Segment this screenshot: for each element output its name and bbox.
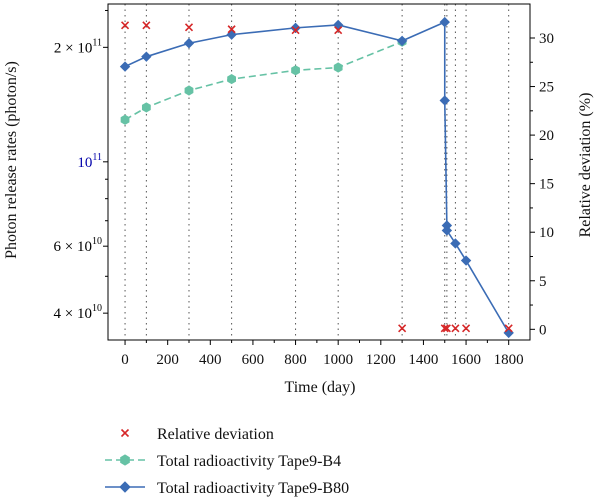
data-point-tape9-b80 — [460, 255, 472, 266]
y-axis-label-left: Photon release rates (photon/s) — [3, 61, 20, 259]
x-tick-label: 1400 — [408, 352, 438, 368]
data-point-relative-deviation — [451, 324, 460, 333]
legend-entry-relative-deviation: Relative deviation — [120, 426, 274, 443]
data-point-tape9-b80 — [396, 35, 408, 47]
data-point-relative-deviation — [442, 324, 451, 333]
y-left-tick-label: 4 × 1010 — [54, 303, 102, 322]
x-tick-label: 600 — [242, 352, 265, 368]
x-tick-label: 0 — [121, 352, 129, 368]
y-left-tick-label: 1011 — [77, 152, 102, 171]
x-tick-label: 400 — [199, 352, 222, 368]
y-right-tick-label: 5 — [539, 274, 547, 290]
y-left-tick-label: 2 × 1011 — [54, 37, 102, 56]
y-axis-label-right: Relative deviation (%) — [577, 93, 594, 238]
y-right-tick-label: 10 — [539, 225, 554, 241]
legend-x-marker — [120, 428, 130, 438]
legend-line-solid-diamond — [105, 481, 145, 493]
data-point-tape9-b80 — [183, 38, 195, 49]
y-right-tick-label: 20 — [539, 128, 554, 144]
x-tick-label: 1200 — [366, 352, 396, 368]
x-tick-label: 1800 — [494, 352, 524, 368]
data-point-relative-deviation — [184, 23, 194, 32]
legend-entry-tape9-b4: Total radioactivity Tape9-B4 — [105, 453, 341, 470]
data-point-tape9-b80 — [141, 51, 152, 62]
data-point-tape9-b80 — [441, 225, 453, 236]
x-tick-label: 800 — [284, 352, 307, 368]
data-point-relative-deviation — [334, 26, 343, 35]
data-point-relative-deviation — [440, 324, 449, 333]
data-point-relative-deviation — [291, 26, 300, 35]
legend-label: Relative deviation — [157, 426, 274, 443]
legend-line-dashed-hexagon — [105, 454, 145, 466]
y-right-tick-label: 30 — [539, 31, 554, 47]
plot-area — [119, 4, 514, 340]
legend-diamond-marker — [119, 481, 131, 493]
data-point-tape9-b4 — [291, 65, 300, 76]
legend: Relative deviation Total radioactivity T… — [105, 426, 349, 497]
data-point-tape9-b4 — [141, 102, 151, 113]
legend-label: Total radioactivity Tape9-B80 — [157, 480, 349, 497]
data-point-tape9-b4 — [120, 114, 130, 125]
legend-label: Total radioactivity Tape9-B4 — [157, 453, 341, 470]
data-point-relative-deviation — [461, 324, 471, 333]
plot-frame — [107, 3, 531, 341]
data-point-relative-deviation — [504, 324, 513, 333]
x-axis-label: Time (day) — [285, 379, 356, 396]
x-tick-label: 1000 — [323, 352, 353, 368]
series-line-tape9-b4 — [124, 40, 403, 121]
legend-hexagon-marker — [120, 454, 130, 466]
legend-marker-x — [120, 428, 130, 438]
data-point-tape9-b80 — [439, 16, 450, 28]
y-left-tick-label: 6 × 1010 — [54, 236, 102, 255]
data-point-tape9-b80 — [450, 238, 461, 249]
y-right-tick-label: 0 — [539, 322, 547, 338]
data-point-tape9-b4 — [333, 62, 343, 73]
data-point-tape9-b80 — [503, 327, 514, 339]
y-right-tick-label: 25 — [539, 80, 554, 96]
y-right-tick-label: 15 — [539, 177, 554, 193]
data-point-tape9-b4 — [184, 85, 194, 96]
data-point-relative-deviation — [398, 324, 407, 333]
data-point-tape9-b80 — [439, 95, 450, 106]
x-tick-label: 1600 — [451, 352, 481, 368]
data-point-tape9-b4 — [227, 74, 237, 85]
data-point-tape9-b80 — [119, 61, 131, 72]
data-point-relative-deviation — [120, 21, 130, 30]
x-tick-label: 200 — [156, 352, 179, 368]
data-point-relative-deviation — [227, 25, 236, 34]
legend-entry-tape9-b80: Total radioactivity Tape9-B80 — [105, 480, 349, 497]
data-point-relative-deviation — [142, 21, 151, 30]
